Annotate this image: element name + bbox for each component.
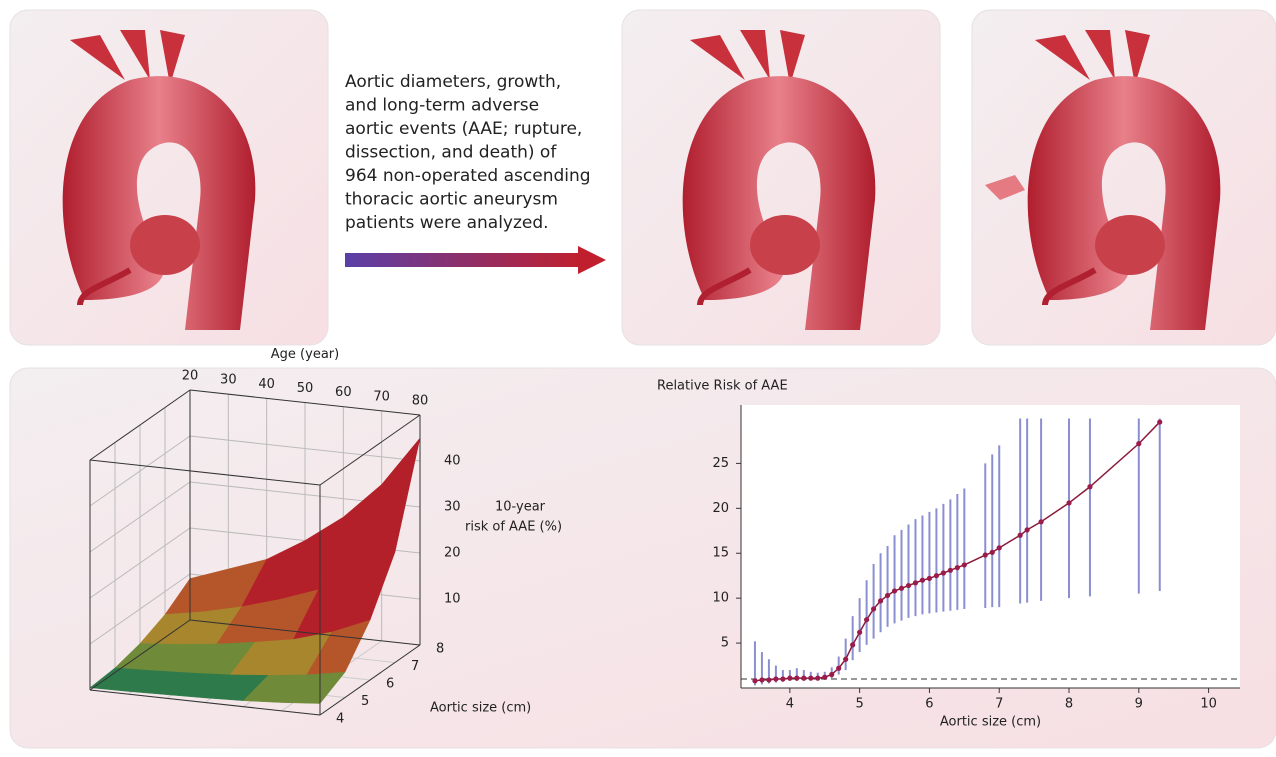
point <box>1018 533 1023 538</box>
chart-title: Relative Risk of AAE <box>657 379 788 394</box>
panel <box>972 10 1276 345</box>
point <box>850 642 855 647</box>
x-tick-label: 6 <box>925 697 933 712</box>
point <box>864 617 869 622</box>
z-axis-title: risk of AAE (%) <box>465 520 562 535</box>
page: Aortic diameters, growth, and long-term a… <box>0 0 1276 753</box>
x-axis-title: Aortic size (cm) <box>940 715 1041 730</box>
point <box>822 675 827 680</box>
description-line: 964 non-operated ascending <box>345 166 591 186</box>
description-line: aortic events (AAE; rupture, <box>345 119 582 139</box>
point <box>1157 419 1162 424</box>
x-tick-label: 50 <box>297 381 314 396</box>
x-tick-label: 5 <box>856 697 864 712</box>
x-tick-label: 30 <box>220 373 237 388</box>
point <box>899 586 904 591</box>
point <box>962 562 967 567</box>
point <box>794 676 799 681</box>
description-line: Aortic diameters, growth, <box>345 72 561 92</box>
x-tick-label: 70 <box>373 389 390 404</box>
z-axis-title: 10-year <box>495 500 546 515</box>
x-tick-label: 7 <box>995 697 1003 712</box>
point <box>766 677 771 682</box>
x-tick-label: 9 <box>1135 697 1143 712</box>
x-tick-label: 10 <box>1200 697 1217 712</box>
arrow-head <box>578 246 606 274</box>
point <box>871 606 876 611</box>
description-line: and long-term adverse <box>345 96 539 116</box>
description-line: dissection, and death) of <box>345 143 557 163</box>
x-tick-label: 60 <box>335 385 352 400</box>
point <box>780 676 785 681</box>
point <box>913 580 918 585</box>
y-tick-label: 25 <box>712 456 729 471</box>
z-tick-label: 40 <box>444 454 461 469</box>
x-tick-label: 8 <box>1065 697 1073 712</box>
panel <box>622 10 940 345</box>
y-tick-label: 8 <box>436 642 444 657</box>
point <box>787 676 792 681</box>
point <box>857 630 862 635</box>
point <box>752 678 757 683</box>
point <box>815 676 820 681</box>
point <box>983 552 988 557</box>
y-tick-label: 4 <box>336 712 344 727</box>
z-tick-label: 30 <box>444 500 461 515</box>
point <box>885 593 890 598</box>
point <box>829 672 834 677</box>
point <box>801 676 806 681</box>
point <box>934 573 939 578</box>
point <box>773 676 778 681</box>
point <box>948 568 953 573</box>
point <box>808 676 813 681</box>
point <box>878 598 883 603</box>
arrow <box>345 253 580 267</box>
y-tick-label: 6 <box>386 677 394 692</box>
x-tick-label: 20 <box>182 369 199 384</box>
y-tick-label: 15 <box>712 546 729 561</box>
description-line: patients were analyzed. <box>345 213 549 233</box>
point <box>759 677 764 682</box>
z-tick-label: 10 <box>444 592 461 607</box>
point <box>920 578 925 583</box>
x-tick-label: 80 <box>412 394 429 409</box>
point <box>843 657 848 662</box>
point <box>990 550 995 555</box>
y-tick-label: 10 <box>712 591 729 606</box>
point <box>892 588 897 593</box>
point <box>1087 484 1092 489</box>
point <box>927 576 932 581</box>
z-tick-label: 20 <box>444 546 461 561</box>
description-line: thoracic aortic aneurysm <box>345 190 558 210</box>
point <box>1038 519 1043 524</box>
point <box>1066 500 1071 505</box>
point <box>1136 441 1141 446</box>
description: Aortic diameters, growth, and long-term a… <box>345 72 591 233</box>
x-tick-label: 40 <box>258 377 275 392</box>
point <box>941 570 946 575</box>
y-tick-label: 7 <box>411 659 419 674</box>
x-axis-title: Age (year) <box>271 347 339 362</box>
point <box>906 583 911 588</box>
y-tick-label: 5 <box>361 694 369 709</box>
point <box>1025 527 1030 532</box>
y-tick-label: 20 <box>712 501 729 516</box>
y-axis-title: Aortic size (cm) <box>430 701 531 716</box>
point <box>997 545 1002 550</box>
x-tick-label: 4 <box>786 697 794 712</box>
plot-area <box>741 405 1240 688</box>
y-tick-label: 5 <box>721 636 729 651</box>
point <box>836 666 841 671</box>
point <box>955 565 960 570</box>
